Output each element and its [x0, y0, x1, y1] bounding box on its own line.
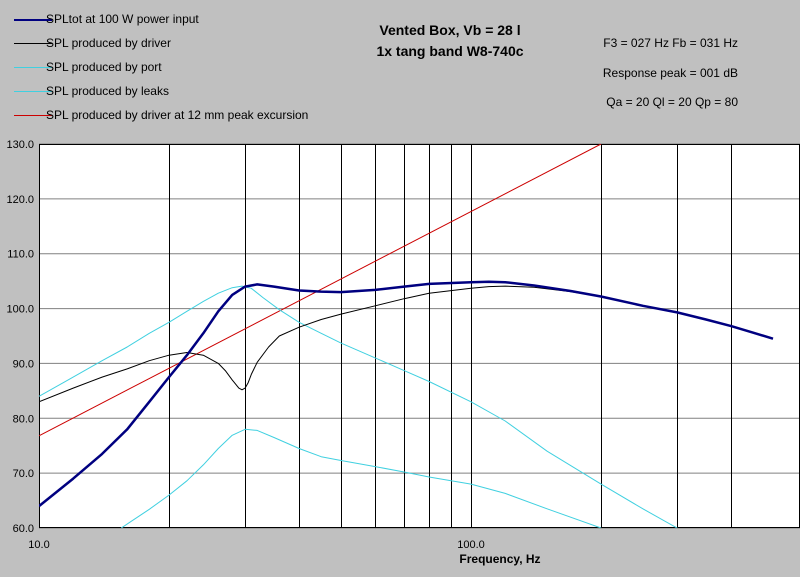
series-line [39, 285, 678, 528]
legend-swatch [14, 115, 52, 116]
legend-label: SPLtot at 100 W power input [46, 12, 199, 26]
parameters-block: F3 = 027 Hz Fb = 031 Hz Response peak = … [603, 29, 738, 118]
y-tick-label: 70.0 [13, 468, 34, 480]
chart-subtitle: 1x tang band W8-740c [376, 43, 524, 59]
legend-swatch [14, 43, 52, 44]
y-tick-labels: 60.0 70.0 80.0 90.0 100.0 110.0 120.0 130.0 [6, 139, 34, 535]
x-tick-labels: 10.0 100.0 [28, 539, 484, 551]
legend-swatch [14, 67, 52, 68]
chart-title-block: Vented Box, Vb = 28 l 1x tang band W8-74… [330, 20, 570, 62]
param-line: Qa = 20 Ql = 20 Qp = 80 [606, 95, 738, 109]
series-line [120, 428, 602, 528]
plot-area [39, 144, 800, 528]
legend-label: SPL produced by leaks [46, 84, 169, 98]
legend-label: SPL produced by driver at 12 mm peak exc… [46, 108, 309, 122]
x-axis-label: Frequency, Hz [459, 552, 541, 566]
series-line [39, 144, 602, 437]
legend-label: SPL produced by port [46, 60, 162, 74]
y-tick-label: 60.0 [13, 523, 34, 535]
series-group [39, 144, 774, 528]
y-tick-label: 80.0 [13, 413, 34, 425]
legend-swatch [14, 19, 52, 21]
param-line: Response peak = 001 dB [602, 65, 738, 80]
y-tick-label: 110.0 [7, 249, 34, 261]
y-tick-label: 130.0 [6, 139, 34, 151]
y-tick-label: 90.0 [13, 358, 34, 370]
y-tick-label: 100.0 [6, 304, 34, 316]
x-tick-label: 100.0 [457, 539, 485, 551]
series-line [39, 280, 774, 508]
x-tick-label: 10.0 [28, 539, 49, 551]
legend-label: SPL produced by driver [46, 36, 171, 50]
chart-title: Vented Box, Vb = 28 l [379, 22, 521, 38]
y-tick-label: 120.0 [6, 194, 34, 206]
param-line: F3 = 027 Hz Fb = 031 Hz [603, 36, 738, 50]
legend-swatch [14, 91, 52, 92]
